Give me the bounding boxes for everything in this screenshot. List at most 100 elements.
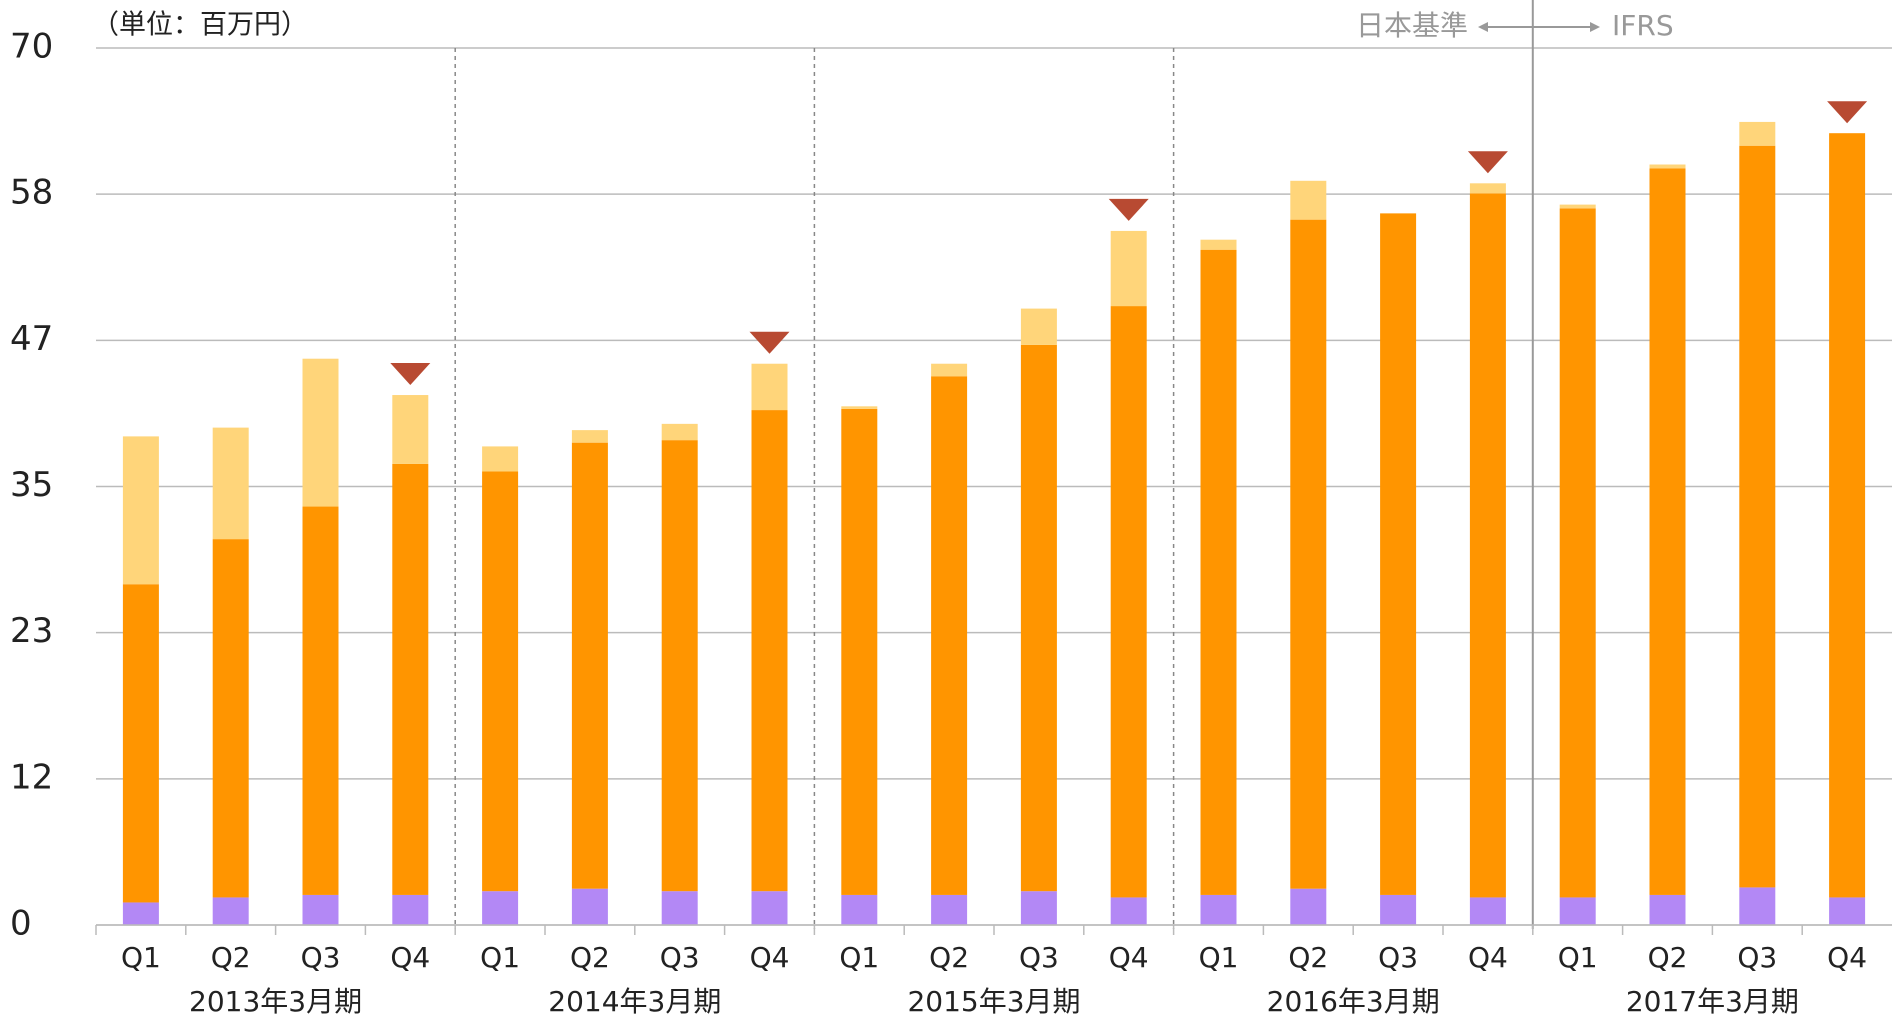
bar-segment (931, 894, 968, 925)
x-tick-label: Q3 (1019, 941, 1059, 974)
bar-segment (1200, 239, 1237, 250)
bar-segment (212, 539, 249, 898)
bar-segment (931, 376, 968, 895)
bar-segment (122, 902, 159, 925)
x-tick-label: Q3 (660, 941, 700, 974)
bar-segment (1110, 306, 1147, 898)
x-tick-label: Q2 (570, 941, 610, 974)
y-tick-label: 70 (10, 27, 53, 67)
bar-segment (1829, 133, 1866, 898)
bar-segment (1110, 230, 1147, 307)
bar-segment (571, 888, 608, 925)
bar-segment (482, 446, 519, 472)
bar-segment (482, 891, 519, 925)
group-label: 2016年3月期 (1267, 985, 1440, 1018)
x-tick-label: Q2 (929, 941, 969, 974)
y-tick-label: 47 (10, 319, 53, 359)
x-tick-label: Q1 (1199, 941, 1239, 974)
bar-segment (122, 584, 159, 903)
bar-segment (212, 427, 249, 540)
unit-label: （単位：百万円） (92, 10, 308, 41)
bar-segment (1290, 888, 1327, 925)
q4-marker (390, 363, 431, 386)
group-label: 2017年3月期 (1626, 985, 1799, 1018)
q4-marker (1108, 198, 1149, 221)
x-tick-label: Q4 (750, 941, 790, 974)
bar-segment (1469, 193, 1506, 898)
x-tick-label: Q2 (211, 941, 251, 974)
x-tick-label: Q4 (1109, 941, 1149, 974)
x-tick-label: Q4 (390, 941, 430, 974)
bar-segment (1559, 208, 1596, 898)
q4-marker (1467, 151, 1508, 174)
bar-segment (1380, 894, 1417, 925)
bar-segment (212, 897, 249, 925)
q4-marker (1827, 101, 1868, 124)
x-tick-label: Q1 (839, 941, 879, 974)
bar-segment (751, 410, 788, 892)
x-tick-label: Q2 (1648, 941, 1688, 974)
bar-segment (1469, 183, 1506, 194)
bar-segment (1110, 897, 1147, 925)
x-tick-label: Q1 (121, 941, 161, 974)
group-label: 2015年3月期 (907, 985, 1080, 1018)
bar-segment (661, 440, 698, 892)
bar-segment (1559, 204, 1596, 209)
y-tick-label: 35 (10, 465, 53, 505)
bar-segment (571, 430, 608, 443)
bar-segment (1020, 891, 1057, 925)
bar-segment (392, 463, 429, 895)
x-tick-label: Q3 (1737, 941, 1777, 974)
bar-segment (1020, 344, 1057, 892)
standard-after: IFRS (1612, 9, 1674, 42)
y-tick-label: 12 (10, 757, 53, 797)
bar-segment (571, 442, 608, 889)
bar-segment (1380, 213, 1417, 895)
bar-segment (1020, 308, 1057, 345)
y-tick-label: 0 (10, 904, 32, 944)
bar-segment (661, 423, 698, 441)
bar-segment (1739, 145, 1776, 888)
bar-segment (392, 894, 429, 925)
x-tick-label: Q4 (1827, 941, 1867, 974)
q4-marker (749, 331, 790, 354)
y-tick-label: 58 (10, 173, 53, 213)
bar-segment (931, 363, 968, 377)
bar-segment (122, 436, 159, 585)
bar-segment (751, 363, 788, 411)
bar-segment (1829, 897, 1866, 925)
bar-segment (1469, 897, 1506, 925)
bar-segment (1739, 121, 1776, 146)
bar-segment (482, 471, 519, 892)
y-tick-label: 23 (10, 611, 53, 651)
bar-segment (392, 395, 429, 464)
x-tick-label: Q4 (1468, 941, 1508, 974)
bar-segment (302, 894, 339, 925)
bar-segment (1739, 887, 1776, 925)
bar-segment (1649, 894, 1686, 925)
bar-segment (841, 408, 878, 895)
bar-segment (841, 406, 878, 409)
standard-before: 日本基準 (1356, 9, 1468, 42)
standard-arrow (1478, 22, 1600, 32)
x-tick-label: Q2 (1288, 941, 1328, 974)
x-tick-label: Q1 (1558, 941, 1598, 974)
bar-segment (302, 506, 339, 895)
x-tick-label: Q3 (1378, 941, 1418, 974)
x-tick-label: Q3 (301, 941, 341, 974)
bar-segment (1290, 180, 1327, 220)
bar-segment (1559, 897, 1596, 925)
bar-segment (751, 891, 788, 925)
bar-segment (1649, 168, 1686, 895)
bar-segment (1200, 894, 1237, 925)
bar-segment (1290, 219, 1327, 889)
x-tick-label: Q1 (480, 941, 520, 974)
bar-segment (1200, 249, 1237, 895)
group-label: 2013年3月期 (189, 985, 362, 1018)
group-label: 2014年3月期 (548, 985, 721, 1018)
bar-segment (661, 891, 698, 925)
bar-segment (841, 894, 878, 925)
bar-segment (1649, 164, 1686, 169)
bar-segment (302, 358, 339, 507)
